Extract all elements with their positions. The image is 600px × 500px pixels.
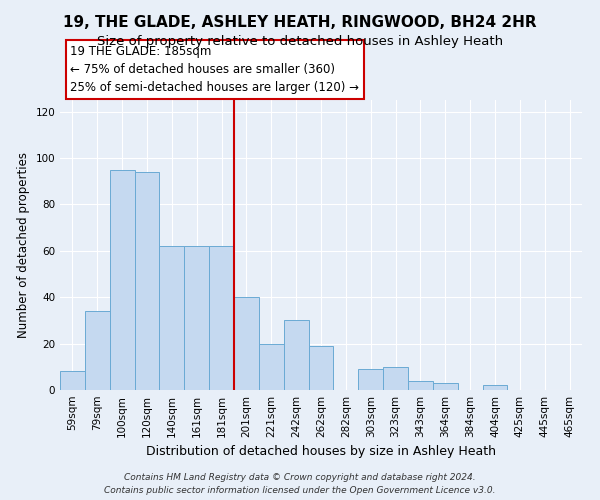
- Bar: [110, 170, 134, 390]
- Bar: [209, 246, 234, 390]
- Text: 19, THE GLADE, ASHLEY HEATH, RINGWOOD, BH24 2HR: 19, THE GLADE, ASHLEY HEATH, RINGWOOD, B…: [63, 15, 537, 30]
- Bar: [259, 344, 284, 390]
- Bar: [308, 346, 334, 390]
- Bar: [383, 367, 408, 390]
- Text: 19 THE GLADE: 185sqm
← 75% of detached houses are smaller (360)
25% of semi-deta: 19 THE GLADE: 185sqm ← 75% of detached h…: [70, 45, 359, 94]
- Bar: [60, 372, 85, 390]
- Bar: [134, 172, 160, 390]
- Bar: [433, 383, 458, 390]
- Bar: [85, 311, 110, 390]
- Bar: [482, 386, 508, 390]
- Bar: [184, 246, 209, 390]
- Bar: [284, 320, 308, 390]
- Bar: [408, 380, 433, 390]
- Bar: [358, 369, 383, 390]
- Bar: [234, 297, 259, 390]
- Text: Contains HM Land Registry data © Crown copyright and database right 2024.
Contai: Contains HM Land Registry data © Crown c…: [104, 474, 496, 495]
- Y-axis label: Number of detached properties: Number of detached properties: [17, 152, 30, 338]
- Text: Size of property relative to detached houses in Ashley Heath: Size of property relative to detached ho…: [97, 35, 503, 48]
- Bar: [160, 246, 184, 390]
- X-axis label: Distribution of detached houses by size in Ashley Heath: Distribution of detached houses by size …: [146, 446, 496, 458]
